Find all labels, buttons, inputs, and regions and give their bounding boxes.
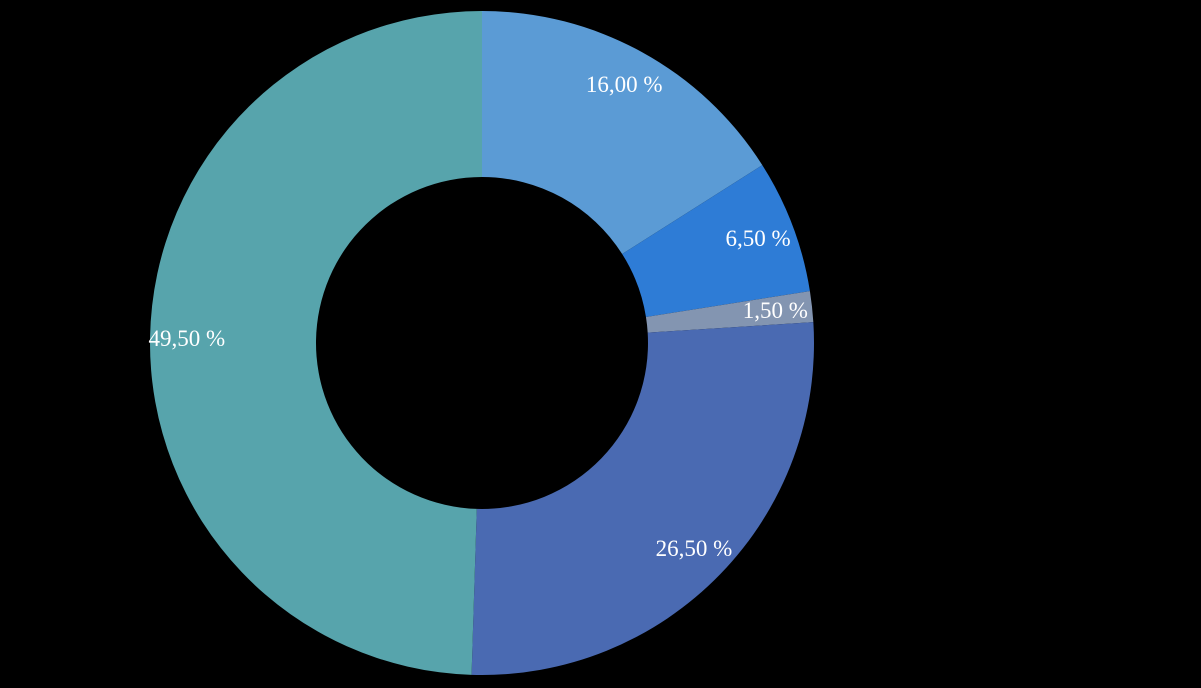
donut-segments (150, 11, 814, 676)
donut-segment-4[interactable] (150, 11, 483, 675)
donut-segment-0[interactable] (482, 11, 763, 255)
donut-segment-3[interactable] (471, 322, 814, 676)
donut-segment-2[interactable] (645, 291, 814, 333)
donut-segment-1[interactable] (622, 165, 810, 318)
